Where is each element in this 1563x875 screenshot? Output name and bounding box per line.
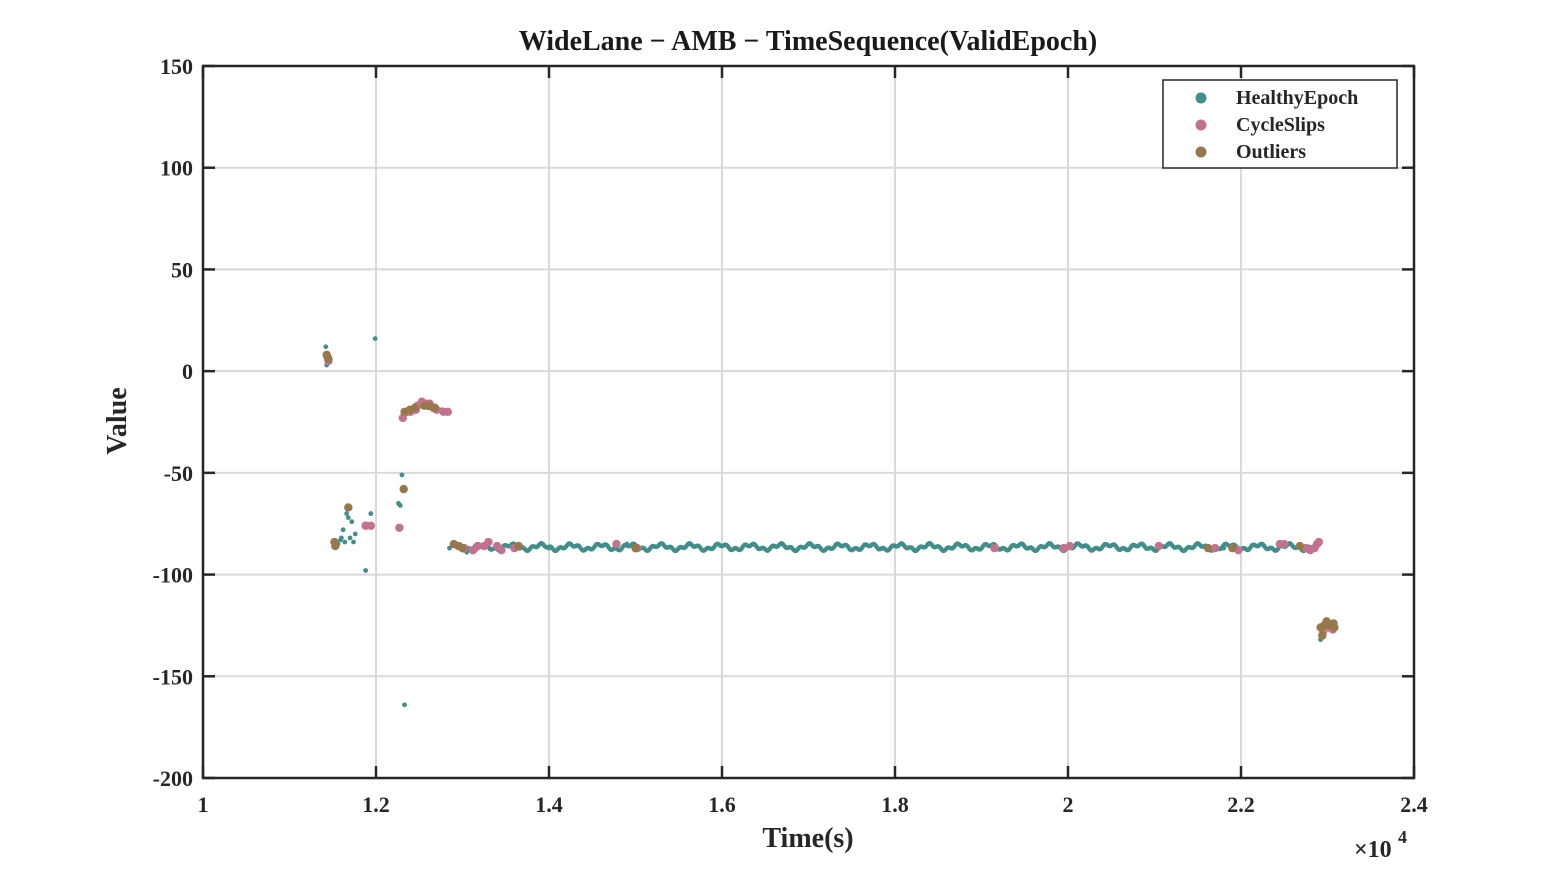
legend-label-cycleslips: CycleSlips [1236,114,1325,136]
healthyepoch-point [624,541,630,547]
y-tick-label: 100 [160,156,193,181]
cycleslips-point [484,537,493,547]
axes: 1 1.2 1.4 1.6 1.8 2 2.2 2.4 150 100 50 0 -50 -100 -150… [153,54,1428,817]
plot-frame [201,64,1416,780]
cycleslips-point [1065,541,1074,551]
outliers-point [1228,543,1237,553]
x-tick-label: 1.8 [881,792,909,817]
y-tick-label: 50 [171,257,193,282]
data-points [322,336,1339,708]
outliers-point [331,541,340,551]
x-tick-label: 1.4 [535,792,563,817]
healthyepoch-point [1221,545,1227,551]
legend-marker-cycleslips [1195,119,1207,131]
x-tick-label: 2.4 [1400,792,1428,817]
cycleslips-point [497,545,506,555]
healthyepoch-point [339,535,344,541]
svg-text:4: 4 [1398,827,1407,847]
healthyepoch-point [351,539,356,545]
outliers-point [1330,623,1339,632]
x-tick-label: 1 [198,792,209,817]
cycleslips-point [1154,541,1164,551]
outliers-point [1295,541,1305,551]
outliers-point [514,541,523,551]
y-tick-label: -150 [153,664,193,689]
outliers-point [344,503,353,512]
y-tick-label: -100 [153,563,193,588]
healthyepoch-point [342,539,348,545]
cycleslips-point [1280,539,1289,549]
cycleslips-point [1210,543,1220,553]
outliers-point [399,484,408,494]
outliers-point [410,403,420,412]
outliers-point [324,354,333,364]
healthyepoch-point [368,511,374,516]
cycleslips-point [990,543,999,553]
y-tick-label: -50 [164,461,193,486]
outliers-point [1203,543,1213,553]
legend-label-healthyepoch: HealthyEpoch [1236,87,1358,109]
healthyepoch-point [345,515,351,521]
chart-title: WideLane − AMB − TimeSequence(ValidEpoch… [519,26,1098,57]
healthyepoch-point [352,531,358,537]
healthyepoch-point [340,527,346,533]
outliers-point [631,543,640,553]
healthyepoch-point [363,568,369,573]
x-tick-label: 2 [1063,792,1074,817]
legend-marker-healthyepoch [1195,92,1207,104]
outliers-point [458,543,467,553]
legend-marker-outliers [1195,146,1207,158]
healthyepoch-point [402,702,407,708]
svg-text:×10: ×10 [1354,837,1392,863]
x-tick-label: 1.6 [708,792,736,817]
y-axis-title: Value [102,387,133,454]
healthyepoch-point [344,511,349,516]
y-tick-label: -200 [153,766,193,791]
healthyepoch-point [347,535,353,541]
x-tick-label: 1.2 [362,792,390,817]
outliers-point [1318,631,1327,640]
cycleslips-point [612,539,621,549]
x-axis-title: Time(s) [762,823,853,854]
legend: HealthyEpoch CycleSlips Outliers [1162,79,1398,169]
legend-label-outliers: Outliers [1236,141,1306,163]
healthyepoch-point [399,472,405,478]
x-axis-multiplier: ×10 4 [1354,827,1407,863]
y-tick-label: 0 [182,359,193,384]
cycleslips-point [443,407,452,417]
healthyepoch-point [349,519,355,525]
healthyepoch-point [447,545,452,551]
healthyepoch-point [323,344,329,350]
y-tick-label: 150 [160,54,193,79]
healthyepoch-point [397,503,403,508]
cycleslips-point [395,523,404,532]
x-tick-label: 2.2 [1227,792,1255,817]
cycleslips-point [473,541,483,551]
outliers-point [430,403,440,412]
healthyepoch-point [372,336,378,341]
healthyepoch-point [546,545,552,551]
cycleslips-point [366,521,376,530]
cycleslips-point [1314,537,1324,547]
